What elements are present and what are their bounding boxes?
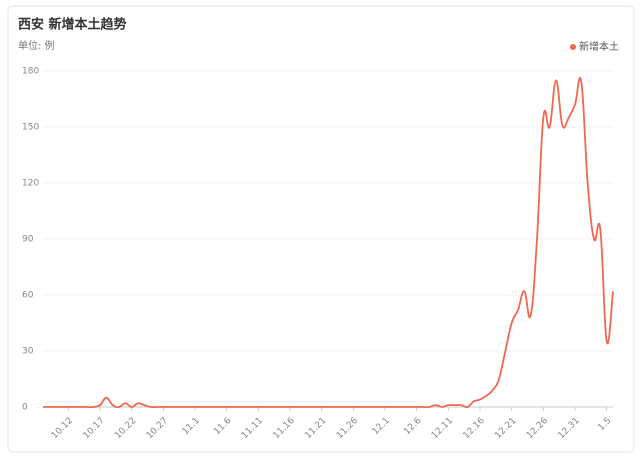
y-tick-label: 30 (22, 347, 34, 357)
line (42, 77, 614, 409)
y-tick-label: 60 (22, 291, 34, 301)
legend-marker (570, 44, 576, 50)
y-tick-label: 0 (22, 403, 28, 413)
y-tick-label: 120 (22, 179, 39, 189)
chart-title: 西安 新增本土趋势 (18, 17, 127, 33)
y-tick-label: 150 (22, 123, 39, 133)
y-tick-label: 180 (22, 67, 39, 77)
y-tick-label: 90 (22, 235, 34, 245)
subtitle: 单位: 例 (18, 39, 55, 52)
card (7, 5, 635, 453)
legend-label: 新增本土 (579, 40, 619, 53)
